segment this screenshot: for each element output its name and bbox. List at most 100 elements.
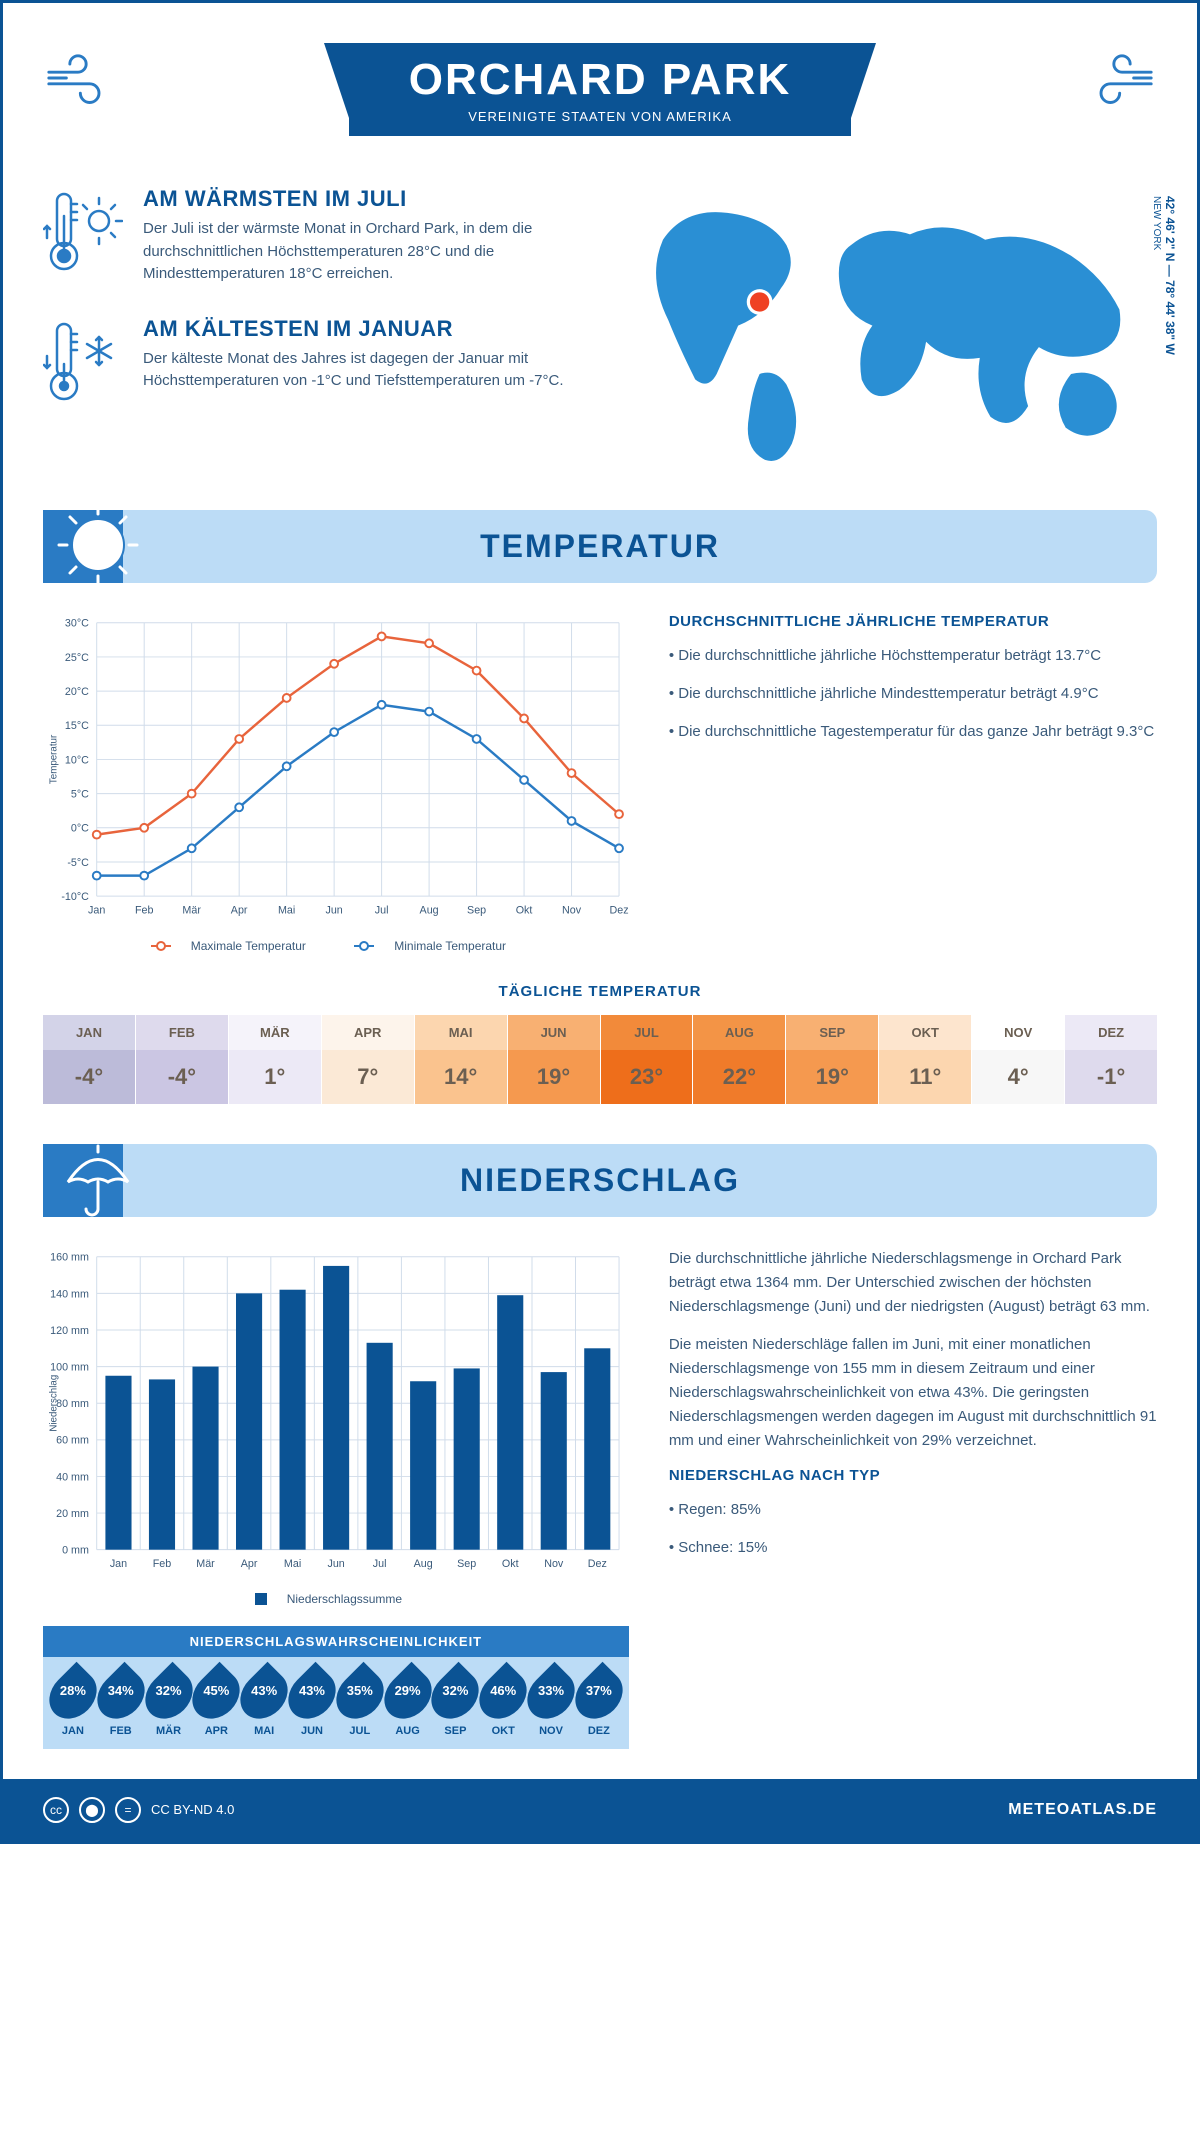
svg-text:Jan: Jan — [88, 905, 105, 917]
svg-text:Jun: Jun — [325, 905, 342, 917]
svg-text:Dez: Dez — [610, 905, 629, 917]
legend-precip: Niederschlagssumme — [287, 1592, 402, 1606]
by-icon: ⬤ — [79, 1797, 105, 1823]
daily-temp-heading: TÄGLICHE TEMPERATUR — [43, 983, 1157, 1000]
svg-text:80 mm: 80 mm — [56, 1398, 89, 1410]
world-map-panel: 42° 46' 2" N — 78° 44' 38" WNEW YORK — [620, 186, 1157, 470]
fact-title: AM WÄRMSTEN IM JULI — [143, 186, 580, 212]
svg-text:Jan: Jan — [110, 1558, 127, 1570]
probability-drop: 29%AUG — [384, 1669, 432, 1737]
svg-text:-10°C: -10°C — [61, 891, 89, 903]
svg-text:30°C: 30°C — [65, 618, 89, 630]
precip-paragraph: Die durchschnittliche jährliche Niedersc… — [669, 1247, 1157, 1319]
thermometer-sun-icon — [43, 186, 123, 286]
coord-lat: 42° 46' 2" N — [1163, 196, 1177, 261]
site-name: METEOATLAS.DE — [1008, 1801, 1157, 1819]
probability-drop: 43%MAI — [240, 1669, 288, 1737]
svg-text:Okt: Okt — [516, 905, 533, 917]
svg-text:-5°C: -5°C — [67, 857, 89, 869]
page-subtitle: VEREINIGTE STAATEN VON AMERIKA — [409, 109, 792, 124]
section-header-precipitation: NIEDERSCHLAG — [43, 1144, 1157, 1217]
fact-text: Der kälteste Monat des Jahres ist dagege… — [143, 348, 580, 393]
thermometer-snow-icon — [43, 316, 123, 411]
precipitation-bar-chart: 0 mm20 mm40 mm60 mm80 mm100 mm120 mm140 … — [43, 1247, 629, 1579]
precip-type-heading: NIEDERSCHLAG NACH TYP — [669, 1467, 1157, 1484]
svg-text:10°C: 10°C — [65, 755, 89, 767]
svg-text:Dez: Dez — [588, 1558, 607, 1570]
daily-cell: NOV4° — [972, 1015, 1065, 1104]
precip-type-bullet: • Schnee: 15% — [669, 1536, 1157, 1560]
precip-type-bullet: • Regen: 85% — [669, 1498, 1157, 1522]
section-title: NIEDERSCHLAG — [43, 1162, 1157, 1199]
svg-text:160 mm: 160 mm — [50, 1251, 89, 1263]
svg-text:Aug: Aug — [414, 1558, 433, 1570]
probability-drop: 45%APR — [192, 1669, 240, 1737]
legend-min: Minimale Temperatur — [394, 939, 506, 953]
probability-drop: 37%DEZ — [575, 1669, 623, 1737]
svg-text:20 mm: 20 mm — [56, 1508, 89, 1520]
svg-text:40 mm: 40 mm — [56, 1471, 89, 1483]
probability-heading: NIEDERSCHLAGSWAHRSCHEINLICHKEIT — [43, 1626, 629, 1657]
daily-cell: OKT11° — [879, 1015, 972, 1104]
probability-drop: 33%NOV — [527, 1669, 575, 1737]
fact-coldest: AM KÄLTESTEN IM JANUAR Der kälteste Mona… — [43, 316, 580, 411]
temperature-text-col: DURCHSCHNITTLICHE JÄHRLICHE TEMPERATUR •… — [669, 613, 1157, 952]
sun-icon — [53, 500, 143, 590]
probability-drop: 35%JUL — [336, 1669, 384, 1737]
header: ORCHARD PARK VEREINIGTE STAATEN VON AMER… — [43, 33, 1157, 166]
intro-section: AM WÄRMSTEN IM JULI Der Juli ist der wär… — [43, 186, 1157, 470]
daily-temperature-grid: JAN-4°FEB-4°MÄR1°APR7°MAI14°JUN19°JUL23°… — [43, 1015, 1157, 1104]
footer: cc ⬤ = CC BY-ND 4.0 METEOATLAS.DE — [3, 1779, 1197, 1841]
svg-text:Feb: Feb — [153, 1558, 172, 1570]
svg-text:Mai: Mai — [278, 905, 295, 917]
fact-warmest: AM WÄRMSTEN IM JULI Der Juli ist der wär… — [43, 186, 580, 286]
avg-heading: DURCHSCHNITTLICHE JÄHRLICHE TEMPERATUR — [669, 613, 1157, 630]
chart-legend: Niederschlagssumme — [43, 1592, 629, 1606]
nd-icon: = — [115, 1797, 141, 1823]
license-text: CC BY-ND 4.0 — [151, 1802, 234, 1817]
svg-text:Okt: Okt — [502, 1558, 519, 1570]
svg-text:Mai: Mai — [284, 1558, 301, 1570]
avg-bullet: • Die durchschnittliche Tagestemperatur … — [669, 720, 1157, 744]
avg-bullet: • Die durchschnittliche jährliche Höchst… — [669, 644, 1157, 668]
fact-text: Der Juli ist der wärmste Monat in Orchar… — [143, 218, 580, 286]
coord-state: NEW YORK — [1151, 196, 1162, 250]
svg-text:Sep: Sep — [467, 905, 486, 917]
svg-text:0°C: 0°C — [71, 823, 89, 835]
title-banner: ORCHARD PARK VEREINIGTE STAATEN VON AMER… — [349, 43, 852, 136]
svg-text:Apr: Apr — [231, 905, 248, 917]
svg-text:Nov: Nov — [562, 905, 582, 917]
daily-cell: AUG22° — [693, 1015, 786, 1104]
temperature-line-chart: -10°C-5°C0°C5°C10°C15°C20°C25°C30°CJanFe… — [43, 613, 629, 925]
cc-icon: cc — [43, 1797, 69, 1823]
wind-icon — [1087, 43, 1157, 113]
probability-drop: 34%FEB — [97, 1669, 145, 1737]
daily-cell: DEZ-1° — [1065, 1015, 1157, 1104]
daily-cell: FEB-4° — [136, 1015, 229, 1104]
daily-cell: MÄR1° — [229, 1015, 322, 1104]
svg-text:Jul: Jul — [375, 905, 389, 917]
svg-text:20°C: 20°C — [65, 686, 89, 698]
coord-lon: 78° 44' 38" W — [1163, 280, 1177, 355]
fact-title: AM KÄLTESTEN IM JANUAR — [143, 316, 580, 342]
precip-paragraph: Die meisten Niederschläge fallen im Juni… — [669, 1333, 1157, 1453]
world-map-icon — [620, 186, 1157, 465]
svg-text:Niederschlag: Niederschlag — [49, 1374, 60, 1431]
daily-cell: JUL23° — [601, 1015, 694, 1104]
precipitation-row: 0 mm20 mm40 mm60 mm80 mm100 mm120 mm140 … — [43, 1247, 1157, 1749]
avg-bullet: • Die durchschnittliche jährliche Mindes… — [669, 682, 1157, 706]
svg-text:Nov: Nov — [544, 1558, 564, 1570]
svg-text:5°C: 5°C — [71, 789, 89, 801]
svg-text:Mär: Mär — [182, 905, 201, 917]
chart-legend: Maximale Temperatur Minimale Temperatur — [43, 939, 629, 953]
svg-text:Sep: Sep — [457, 1558, 476, 1570]
probability-drop: 43%JUN — [288, 1669, 336, 1737]
section-title: TEMPERATUR — [43, 528, 1157, 565]
svg-text:Temperatur: Temperatur — [49, 734, 60, 784]
svg-text:Aug: Aug — [420, 905, 439, 917]
daily-cell: MAI14° — [415, 1015, 508, 1104]
svg-text:60 mm: 60 mm — [56, 1434, 89, 1446]
svg-text:100 mm: 100 mm — [50, 1361, 89, 1373]
probability-row: 28%JAN34%FEB32%MÄR45%APR43%MAI43%JUN35%J… — [43, 1657, 629, 1749]
intro-facts: AM WÄRMSTEN IM JULI Der Juli ist der wär… — [43, 186, 580, 470]
